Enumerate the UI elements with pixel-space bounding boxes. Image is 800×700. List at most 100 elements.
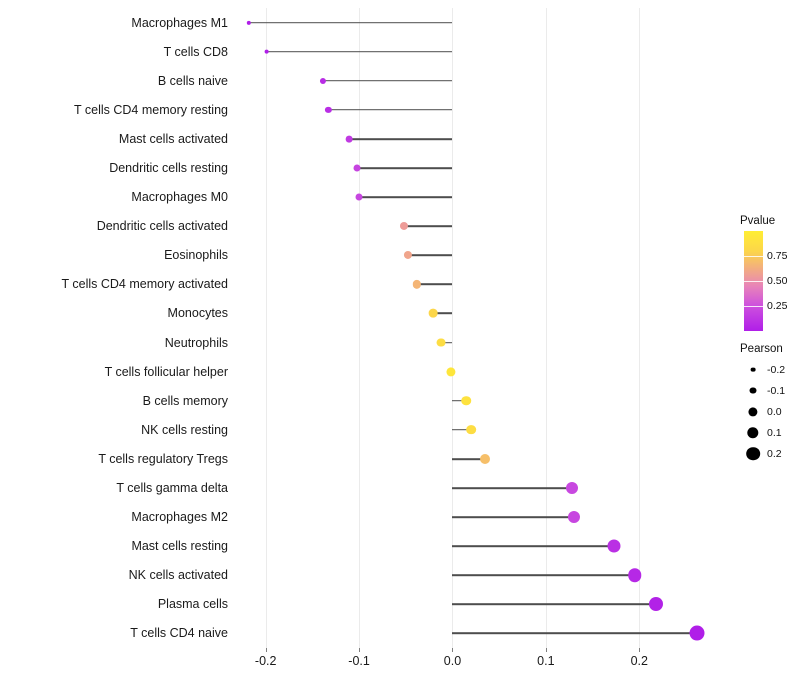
y-axis-label: T cells CD4 memory activated <box>61 277 229 292</box>
lollipop-point[interactable] <box>412 280 422 289</box>
lollipop-point[interactable] <box>446 367 456 377</box>
y-axis-label: Mast cells resting <box>131 538 228 553</box>
lollipop-stem <box>452 487 573 489</box>
lollipop-stem <box>441 341 453 344</box>
y-axis-label: Mast cells activated <box>118 131 228 146</box>
gridline-vertical <box>639 8 641 648</box>
y-axis-label: Neutrophils <box>164 335 228 350</box>
lollipop-point[interactable] <box>428 309 438 318</box>
lollipop-point[interactable] <box>264 49 269 55</box>
lollipop-point[interactable] <box>480 453 491 464</box>
lollipop-point[interactable] <box>627 568 642 583</box>
colorbar-tick-mark <box>744 256 763 257</box>
lollipop-point[interactable] <box>689 625 705 641</box>
y-axis-label: B cells naive <box>157 73 228 88</box>
y-axis-labels: Macrophages M1 T cells CD8 B cells naive T … <box>0 0 229 700</box>
lollipop-stem <box>407 254 453 257</box>
y-axis-label: T cells CD8 <box>163 44 228 59</box>
x-axis-tick-label: -0.1 <box>348 654 370 668</box>
pearson-legend-dot <box>747 426 759 439</box>
lollipop-point[interactable] <box>319 77 326 84</box>
x-axis: -0.2 -0.1 0.0 0.1 0.2 <box>233 648 728 688</box>
lollipop-point[interactable] <box>566 481 579 495</box>
y-axis-label: Dendritic cells resting <box>109 160 228 175</box>
gridline-vertical <box>452 8 454 648</box>
lollipop-stem <box>452 399 467 402</box>
y-axis-label: Macrophages M2 <box>131 509 228 524</box>
pearson-legend-title: Pearson <box>740 343 783 355</box>
y-axis-label: Dendritic cells activated <box>96 218 228 233</box>
x-axis-tick-label: 0.0 <box>443 654 462 668</box>
pvalue-legend-title: Pvalue <box>740 215 776 227</box>
colorbar-tick-label: 0.75 <box>767 250 788 262</box>
lollipop-point[interactable] <box>345 135 353 143</box>
lollipop-point[interactable] <box>353 164 361 172</box>
pearson-legend-dot <box>749 387 757 394</box>
y-axis-label: Monocytes <box>167 306 228 321</box>
lollipop-point[interactable] <box>403 251 412 260</box>
lollipop-stem <box>452 574 635 577</box>
lollipop-stem <box>328 109 453 111</box>
lollipop-point[interactable] <box>325 106 332 113</box>
lollipop-point[interactable] <box>461 395 472 406</box>
x-axis-tick-mark <box>545 648 547 652</box>
lollipop-stem <box>452 429 472 431</box>
lollipop-stem <box>403 225 453 227</box>
pearson-legend-label: 0.0 <box>767 405 782 418</box>
pearson-legend-label: -0.2 <box>767 363 786 376</box>
lollipop-stem <box>452 545 615 547</box>
y-axis-label: B cells memory <box>142 393 228 408</box>
gridline-vertical <box>359 8 361 648</box>
colorbar-tick-label: 0.50 <box>767 275 788 287</box>
lollipop-point[interactable] <box>649 597 664 612</box>
lollipop-stem <box>248 21 453 24</box>
y-axis-label: Plasma cells <box>157 597 228 612</box>
lollipop-point[interactable] <box>355 193 363 201</box>
y-axis-label: Eosinophils <box>164 248 228 263</box>
y-axis-label: T cells follicular helper <box>104 364 228 379</box>
lollipop-point[interactable] <box>246 20 252 25</box>
y-axis-label: T cells regulatory Tregs <box>98 451 228 466</box>
x-axis-tick-label: 0.1 <box>537 654 555 668</box>
pearson-legend-item: -0.1 <box>740 380 800 401</box>
pearson-legend-label: 0.1 <box>767 426 782 439</box>
pearson-size-legend: Pearson -0.2 -0.1 0.0 0.1 0.2 <box>740 343 800 464</box>
lollipop-point[interactable] <box>567 511 580 524</box>
lollipop-point[interactable] <box>436 338 446 347</box>
lollipop-point[interactable] <box>399 222 408 231</box>
pearson-legend-item: 0.0 <box>740 401 800 422</box>
lollipop-stem <box>266 50 453 53</box>
pearson-legend-label: -0.1 <box>767 384 786 397</box>
y-axis-label: T cells CD4 naive <box>130 626 228 641</box>
lollipop-stem <box>452 603 657 606</box>
lollipop-stem <box>452 632 698 635</box>
x-axis-tick-mark <box>452 648 454 652</box>
pearson-legend-item: -0.2 <box>740 359 800 380</box>
y-axis-label: NK cells resting <box>141 422 228 437</box>
pearson-legend-dot <box>746 446 760 461</box>
pvalue-colorbar: 0.25 0.50 0.75 <box>740 231 800 331</box>
y-axis-label: Macrophages M0 <box>131 189 228 204</box>
x-axis-tick-mark <box>359 648 361 652</box>
pearson-legend-item: 0.2 <box>740 443 800 464</box>
lollipop-stem <box>322 79 453 82</box>
x-axis-tick-mark <box>265 648 267 652</box>
pearson-legend-dot <box>748 406 758 417</box>
y-axis-label: T cells CD4 memory resting <box>74 102 228 117</box>
plot-panel <box>233 8 728 648</box>
pearson-legend-item: 0.1 <box>740 422 800 443</box>
x-axis-tick-label: -0.2 <box>254 654 277 668</box>
lollipop-stem <box>359 196 453 198</box>
lollipop-stem <box>452 516 574 518</box>
legend-area: Pvalue 0.25 0.50 0.75 Pearson -0.2 -0.1 0.0 0… <box>740 215 800 495</box>
x-axis-tick-mark <box>639 648 641 652</box>
lollipop-point[interactable] <box>466 424 476 435</box>
gridline-vertical <box>545 8 547 648</box>
colorbar-tick-label: 0.25 <box>767 300 788 312</box>
gridline-vertical <box>265 8 267 648</box>
colorbar-tick-mark <box>744 306 763 307</box>
pearson-legend-label: 0.2 <box>767 447 782 460</box>
lollipop-point[interactable] <box>607 539 621 553</box>
lollipop-stem <box>416 283 453 286</box>
